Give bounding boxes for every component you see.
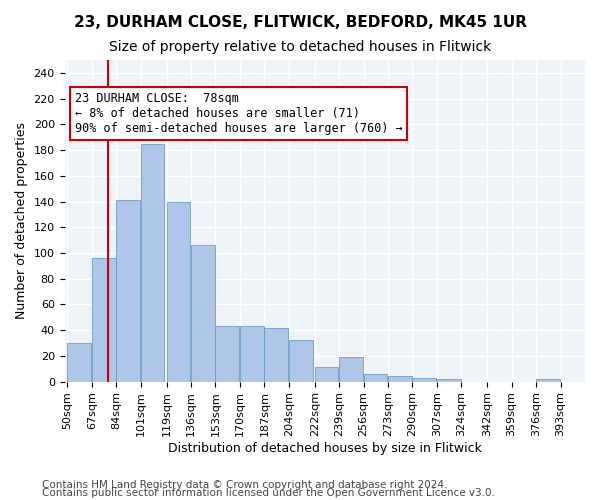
Bar xyxy=(67,343,91,382)
Bar xyxy=(265,328,288,382)
Text: Size of property relative to detached houses in Flitwick: Size of property relative to detached ho… xyxy=(109,40,491,54)
Bar xyxy=(289,340,313,382)
Bar xyxy=(191,245,215,382)
Y-axis label: Number of detached properties: Number of detached properties xyxy=(15,122,28,320)
Bar xyxy=(314,368,338,382)
Bar xyxy=(240,326,263,382)
Bar xyxy=(437,379,461,382)
Bar xyxy=(339,357,363,382)
Bar xyxy=(167,202,190,382)
Text: 23 DURHAM CLOSE:  78sqm
← 8% of detached houses are smaller (71)
90% of semi-det: 23 DURHAM CLOSE: 78sqm ← 8% of detached … xyxy=(74,92,403,135)
Bar xyxy=(364,374,388,382)
Text: Contains HM Land Registry data © Crown copyright and database right 2024.: Contains HM Land Registry data © Crown c… xyxy=(42,480,448,490)
Bar xyxy=(412,378,436,382)
X-axis label: Distribution of detached houses by size in Flitwick: Distribution of detached houses by size … xyxy=(168,442,482,455)
Bar xyxy=(141,144,164,382)
Text: 23, DURHAM CLOSE, FLITWICK, BEDFORD, MK45 1UR: 23, DURHAM CLOSE, FLITWICK, BEDFORD, MK4… xyxy=(74,15,527,30)
Text: Contains public sector information licensed under the Open Government Licence v3: Contains public sector information licen… xyxy=(42,488,495,498)
Bar xyxy=(536,379,560,382)
Bar xyxy=(215,326,239,382)
Bar xyxy=(116,200,140,382)
Bar xyxy=(92,258,116,382)
Bar xyxy=(388,376,412,382)
